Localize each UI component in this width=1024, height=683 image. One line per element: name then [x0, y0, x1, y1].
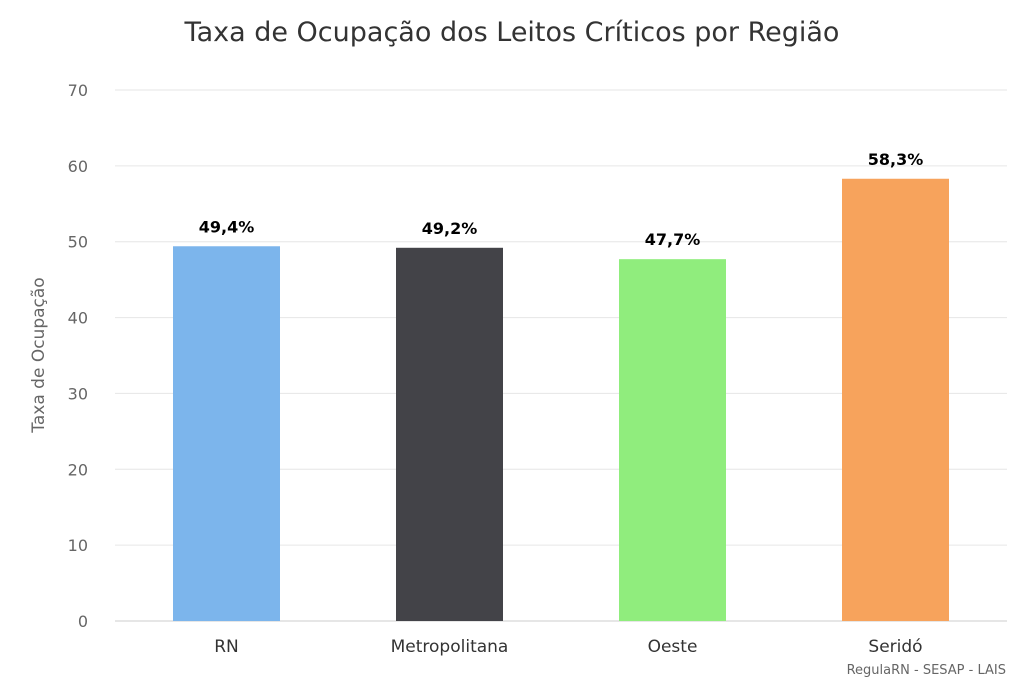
- bar-metropolitana[interactable]: [396, 247, 503, 622]
- bar-seridó[interactable]: [842, 178, 949, 621]
- y-tick-label: 50: [68, 233, 88, 252]
- chart-title: Taxa de Ocupação dos Leitos Críticos por…: [184, 17, 840, 48]
- y-tick-label: 60: [68, 157, 88, 176]
- y-tick-label: 0: [78, 612, 88, 631]
- data-label: 58,3%: [868, 150, 924, 169]
- x-tick-label: Seridó: [868, 637, 922, 657]
- x-tick-label: RN: [214, 637, 239, 657]
- x-axis-ticks: RN Metropolitana Oeste Seridó: [214, 637, 922, 657]
- x-tick-label: Metropolitana: [391, 637, 509, 657]
- y-tick-label: 40: [68, 309, 88, 328]
- data-label: 49,2%: [422, 219, 478, 238]
- bar-oeste[interactable]: [619, 259, 726, 621]
- y-axis-ticks: 0 10 20 30 40 50 60 70: [68, 81, 88, 631]
- data-label: 49,4%: [199, 217, 255, 236]
- y-tick-label: 10: [68, 536, 88, 555]
- y-tick-label: 70: [68, 81, 88, 100]
- bars: [173, 178, 949, 622]
- data-label: 47,7%: [645, 230, 701, 249]
- y-axis-label: Taxa de Ocupação: [29, 277, 49, 433]
- y-tick-label: 30: [68, 384, 88, 403]
- x-tick-label: Oeste: [648, 637, 698, 657]
- bar-rn[interactable]: [173, 246, 280, 621]
- data-labels: 49,4% 49,2% 47,7% 58,3%: [199, 150, 924, 249]
- y-tick-label: 20: [68, 460, 88, 479]
- credits[interactable]: RegulaRN - SESAP - LAIS: [847, 663, 1006, 678]
